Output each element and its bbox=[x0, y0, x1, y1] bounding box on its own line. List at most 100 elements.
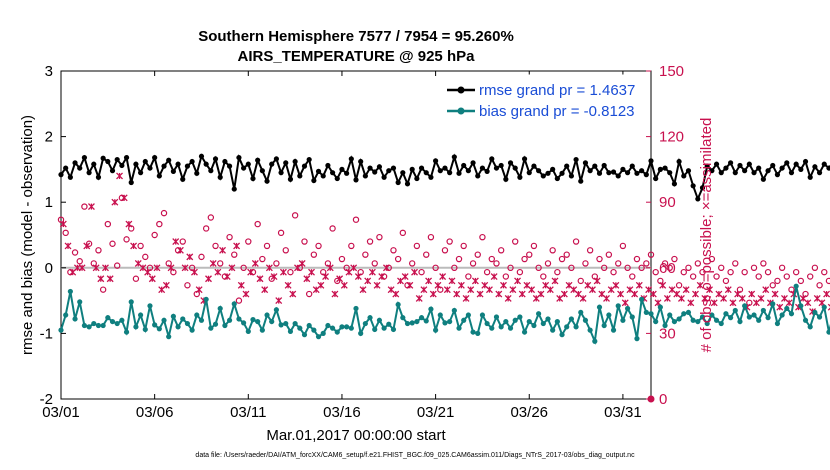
rmse-point bbox=[667, 170, 673, 176]
rmse-point bbox=[306, 156, 312, 163]
bias-point bbox=[648, 311, 654, 317]
rmse-point bbox=[816, 170, 823, 176]
bias-point bbox=[578, 309, 584, 316]
possible-obs-marker bbox=[390, 247, 397, 254]
y-axis-label: rmse and bias (model - observation) bbox=[19, 115, 36, 355]
bias-point bbox=[461, 317, 467, 323]
assimilated-obs-marker bbox=[176, 246, 184, 254]
rmse-point bbox=[414, 175, 420, 182]
rmse-point bbox=[540, 173, 546, 179]
bias-point bbox=[156, 326, 162, 332]
assimilated-obs-marker bbox=[401, 273, 409, 281]
possible-obs-marker bbox=[123, 236, 130, 243]
assimilated-obs-marker bbox=[757, 294, 765, 302]
bias-point bbox=[826, 329, 830, 335]
assimilated-obs-marker bbox=[392, 290, 400, 298]
possible-obs-marker bbox=[305, 290, 313, 298]
bias-point bbox=[489, 325, 495, 331]
possible-obs-marker bbox=[399, 229, 407, 237]
bias-point bbox=[709, 312, 715, 318]
bias-point bbox=[568, 316, 574, 322]
x-tick-label: 03/11 bbox=[230, 404, 266, 421]
bias-point bbox=[765, 315, 771, 321]
bias-point bbox=[255, 318, 261, 325]
possible-obs-marker bbox=[179, 238, 186, 245]
bias-point bbox=[283, 320, 289, 327]
bias-point bbox=[189, 327, 195, 333]
possible-obs-marker bbox=[577, 277, 584, 285]
rmse-point bbox=[587, 168, 593, 174]
assimilated-obs-marker bbox=[490, 273, 498, 281]
x-tick-label: 03/01 bbox=[42, 404, 80, 421]
bias-point bbox=[737, 318, 743, 325]
rmse-point bbox=[751, 170, 757, 176]
bias-series bbox=[58, 283, 830, 346]
possible-obs-marker bbox=[647, 251, 655, 258]
assimilated-obs-marker bbox=[167, 264, 175, 272]
possible-obs-marker bbox=[493, 260, 500, 267]
y-tick-label: 0 bbox=[45, 260, 53, 277]
possible-obs-marker bbox=[600, 264, 608, 271]
bias-point bbox=[587, 327, 593, 333]
assimilated-obs-marker bbox=[617, 290, 625, 298]
possible-obs-marker bbox=[629, 273, 636, 280]
bias-point bbox=[718, 320, 724, 327]
bias-point bbox=[610, 327, 617, 333]
legend-box bbox=[442, 74, 648, 122]
bias-point bbox=[329, 325, 336, 331]
bias-point bbox=[550, 327, 556, 333]
rmse-point bbox=[550, 166, 556, 172]
rmse-point bbox=[409, 166, 415, 172]
bias-point bbox=[704, 320, 710, 327]
x-tick-label: 03/21 bbox=[417, 404, 455, 421]
assimilated-obs-marker bbox=[256, 275, 264, 283]
assimilated-obs-marker bbox=[827, 303, 830, 311]
rmse-point bbox=[521, 156, 528, 162]
possible-obs-marker bbox=[231, 251, 238, 258]
rmse-point bbox=[723, 165, 729, 171]
bias-point bbox=[198, 317, 205, 323]
possible-obs-marker bbox=[240, 264, 247, 271]
rmse-point bbox=[620, 166, 626, 172]
bias-point bbox=[437, 312, 443, 318]
assimilated-obs-marker bbox=[439, 273, 447, 281]
assimilated-obs-marker bbox=[710, 299, 718, 307]
possible-obs-marker bbox=[423, 251, 430, 258]
y-tick-label: 3 bbox=[45, 63, 53, 80]
rmse-point bbox=[704, 163, 710, 169]
rmse-point bbox=[676, 158, 682, 165]
rmse-point bbox=[362, 173, 368, 179]
rmse-point bbox=[746, 161, 752, 167]
possible-obs-marker bbox=[488, 255, 495, 263]
assimilated-obs-marker bbox=[495, 290, 503, 298]
assimilated-obs-marker bbox=[738, 294, 746, 302]
rmse-point bbox=[348, 156, 354, 162]
rmse-point bbox=[728, 160, 734, 166]
bias-point bbox=[245, 328, 251, 335]
rmse-point bbox=[545, 170, 551, 176]
bias-point bbox=[306, 322, 312, 329]
bias-point bbox=[409, 320, 415, 326]
rmse-line bbox=[60, 153, 830, 202]
y-tick-label: -1 bbox=[40, 325, 53, 342]
possible-obs-marker bbox=[366, 238, 374, 245]
bias-point bbox=[161, 317, 167, 323]
assimilated-obs-marker bbox=[359, 286, 367, 294]
bias-point bbox=[404, 320, 411, 327]
rmse-point bbox=[344, 170, 350, 176]
possible-obs-marker bbox=[675, 282, 683, 289]
bias-point bbox=[554, 318, 560, 325]
possible-obs-marker bbox=[605, 251, 613, 258]
rmse-point bbox=[119, 162, 125, 169]
assimilated-obs-marker bbox=[378, 273, 386, 281]
bias-point bbox=[269, 318, 275, 325]
assimilated-obs-marker bbox=[537, 290, 545, 298]
x-tick-label: 03/16 bbox=[323, 404, 361, 421]
rmse-point bbox=[760, 176, 766, 182]
bias-point bbox=[751, 312, 757, 318]
rmse-point bbox=[695, 196, 701, 202]
assimilated-obs-marker bbox=[476, 290, 484, 298]
assimilated-obs-marker bbox=[336, 275, 344, 283]
rmse-point bbox=[718, 170, 724, 176]
possible-obs-marker bbox=[638, 264, 645, 271]
